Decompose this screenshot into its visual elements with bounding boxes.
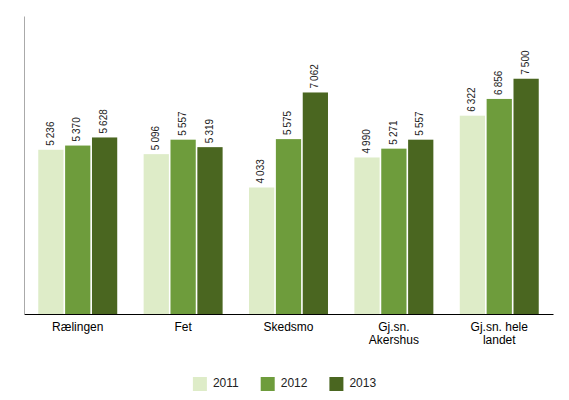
bar — [381, 149, 406, 314]
x-tick-label: Gj.sn.Akershus — [369, 320, 419, 348]
bar — [65, 146, 90, 314]
chart-container: 5 236 5 096 4 033 4 990 6 322 5 370 5 557 5 575… — [0, 0, 569, 400]
bars — [38, 79, 538, 314]
x-tick-label: Gj.sn. helelandet — [471, 320, 529, 348]
x-tick-label-line: Akershus — [369, 333, 419, 347]
bar — [197, 147, 222, 314]
bar — [249, 187, 274, 314]
data-label: 5 557 — [177, 111, 188, 136]
legend-swatch — [329, 377, 343, 391]
bar-series — [38, 116, 485, 314]
data-label: 5 236 — [45, 121, 56, 146]
x-tick-label-line: Gj.sn. hele — [471, 320, 529, 334]
x-tick-label-line: Gj.sn. — [378, 320, 409, 334]
x-axis-line — [25, 314, 554, 315]
legend-item: 2013 — [329, 376, 376, 391]
x-tick-label-line: Rælingen — [52, 320, 103, 334]
data-label: 5 575 — [282, 110, 293, 135]
x-axis: Rælingen Fet Skedsmo Gj.sn.Akershus Gj.sn. h… — [25, 314, 554, 347]
x-tick: Skedsmo — [263, 314, 313, 334]
y-axis — [24, 17, 25, 315]
chart-svg: 5 236 5 096 4 033 4 990 6 322 5 370 5 557 5 575… — [0, 0, 569, 400]
bar — [408, 140, 433, 314]
x-tick: Rælingen — [52, 314, 103, 334]
bar — [276, 139, 301, 314]
data-label: 5 370 — [71, 117, 82, 142]
x-tick: Gj.sn.Akershus — [369, 314, 419, 347]
data-label: 5 319 — [204, 118, 215, 143]
x-tick-label-line: Fet — [174, 320, 192, 334]
data-label: 7 062 — [309, 64, 320, 89]
bar — [38, 150, 63, 314]
legend-swatch — [193, 377, 207, 391]
legend-item: 2011 — [193, 376, 239, 391]
data-label: 6 856 — [493, 70, 504, 95]
bar — [354, 157, 379, 314]
legend-label: 2011 — [213, 376, 239, 390]
data-labels: 5 236 5 096 4 033 4 990 6 322 5 370 5 557 5 575… — [45, 50, 531, 183]
legend-item: 2012 — [261, 376, 308, 391]
data-label: 5 271 — [388, 120, 399, 145]
bar — [144, 154, 169, 314]
data-label: 7 500 — [520, 50, 531, 75]
x-tick: Fet — [174, 314, 192, 334]
legend-swatch — [261, 377, 275, 391]
data-label: 5 096 — [150, 125, 161, 150]
bar — [513, 79, 538, 314]
x-tick-label: Rælingen — [52, 320, 103, 334]
x-tick: Gj.sn. helelandet — [471, 314, 529, 347]
bar — [92, 137, 117, 314]
bar — [487, 99, 512, 314]
x-tick-label: Fet — [174, 320, 192, 334]
data-label: 5 557 — [414, 111, 425, 136]
x-tick-label: Skedsmo — [263, 320, 313, 334]
legend: 2011 2012 2013 — [193, 376, 377, 391]
legend-label: 2012 — [281, 376, 308, 390]
bar — [303, 92, 328, 314]
bar — [460, 116, 485, 314]
data-label: 4 990 — [361, 129, 372, 154]
data-label: 6 322 — [466, 87, 477, 112]
bar — [170, 140, 195, 314]
data-label: 4 033 — [255, 159, 266, 184]
y-axis-line — [24, 17, 25, 315]
x-tick-label-line: Skedsmo — [263, 320, 313, 334]
bar-series — [92, 79, 539, 314]
x-tick-label-line: landet — [483, 333, 516, 347]
bar-series — [65, 99, 512, 314]
data-label: 5 628 — [98, 109, 109, 134]
legend-label: 2013 — [349, 376, 376, 390]
